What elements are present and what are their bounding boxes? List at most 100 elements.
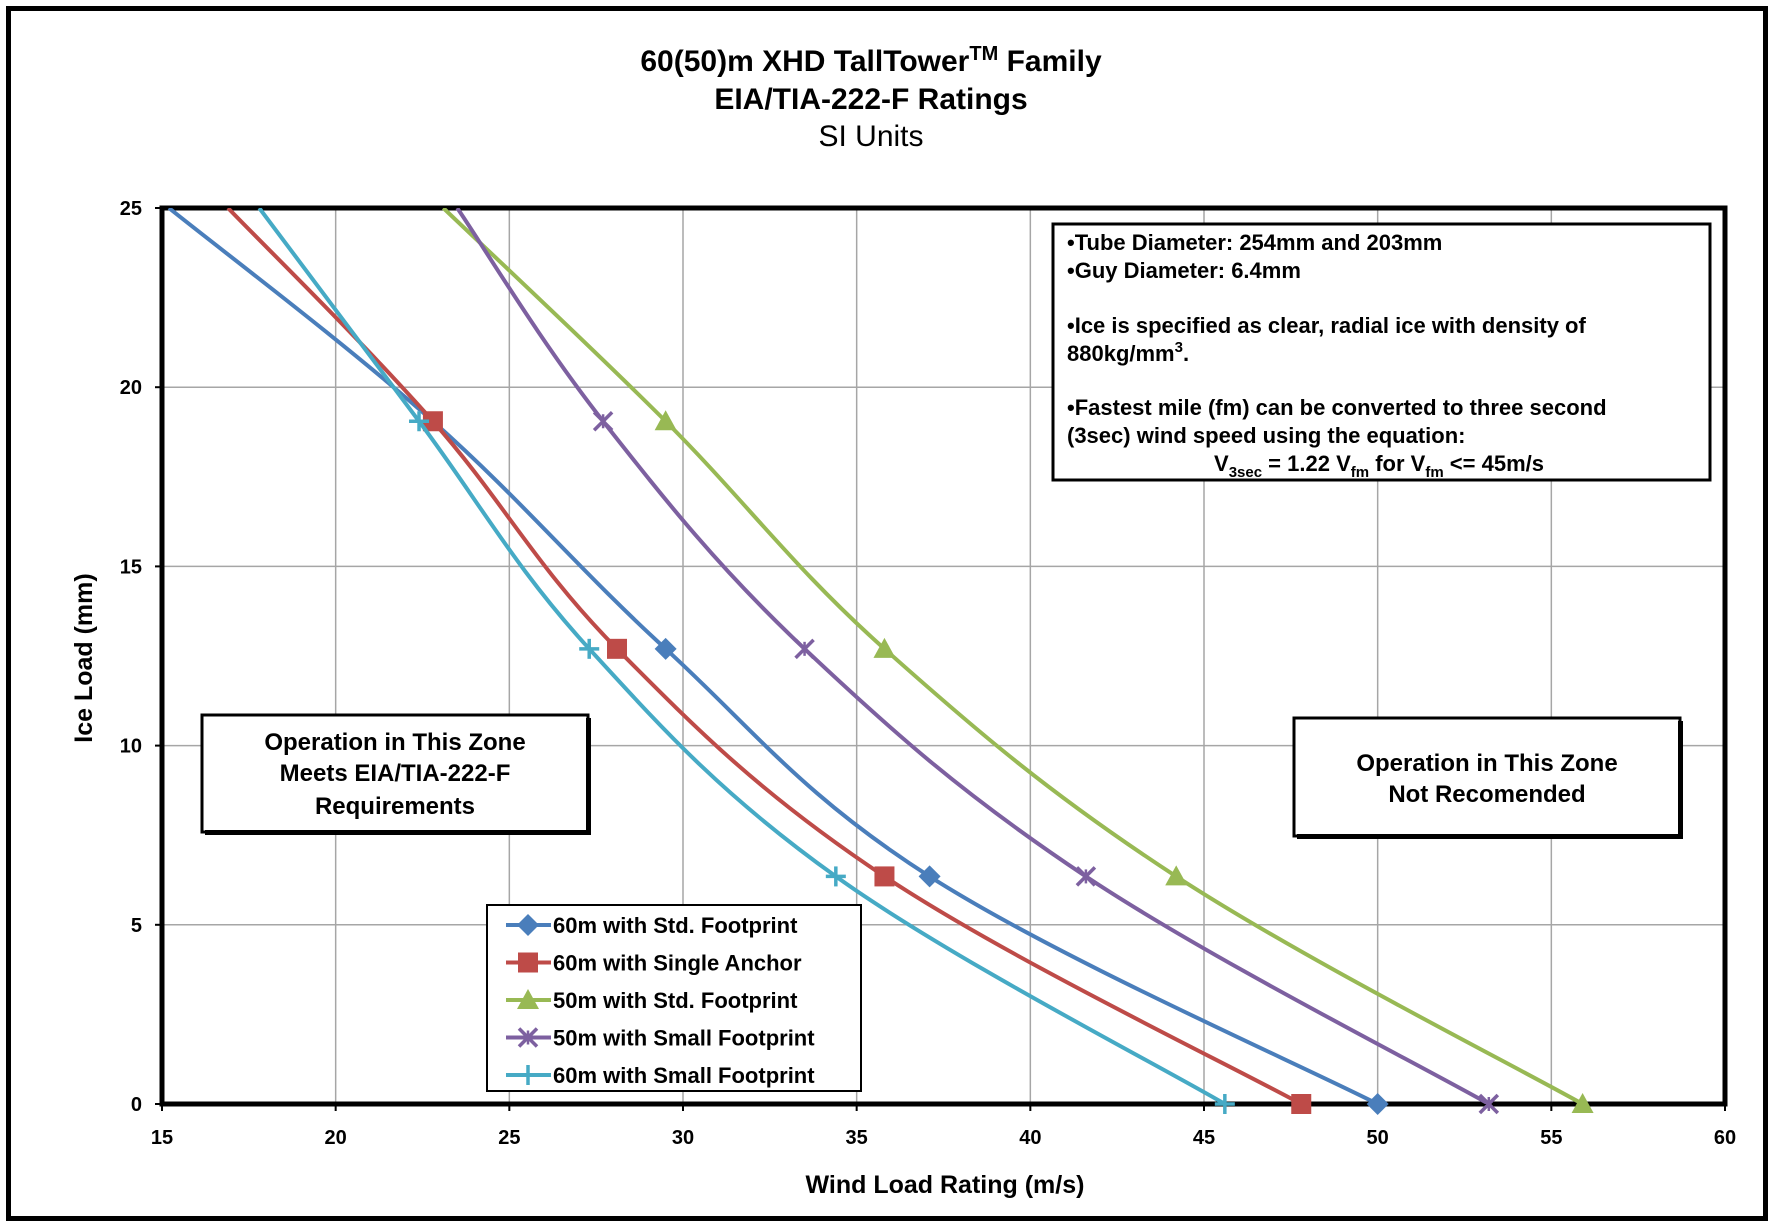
chart-title-main: 60(50)m XHD TallTower [640, 45, 969, 78]
series-line [167, 208, 1379, 1104]
legend-label: 60m with Single Anchor [553, 951, 802, 976]
x-tick-label: 40 [1019, 1127, 1041, 1149]
notes-box: •Tube Diameter: 254mm and 203mm •Guy Dia… [1051, 222, 1712, 482]
data-point [422, 411, 443, 432]
legend-item: 50m with Std. Footprint [506, 988, 798, 1013]
left-zone-line-2: Meets EIA/TIA-222-F [280, 760, 511, 787]
chart-title-line2: EIA/TIA-222-F Ratings [714, 83, 1027, 116]
data-point [1571, 1093, 1594, 1113]
x-tick-label: 20 [325, 1127, 347, 1149]
legend-swatch-marker [518, 952, 538, 973]
left-zone-border [200, 713, 590, 834]
chart-subtitle: SI Units [818, 120, 923, 153]
note-line-2: •Guy Diameter: 6.4mm [1067, 258, 1301, 283]
series-line [257, 208, 1226, 1104]
note-line-4-sup: 3 [1175, 339, 1183, 356]
legend-label: 50m with Small Footprint [553, 1026, 815, 1051]
note-line-4: 880kg/mm3. [1067, 339, 1189, 366]
x-tick-label: 25 [498, 1127, 520, 1149]
right-zone-shadow-side [1678, 721, 1683, 839]
legend-item: 60m with Single Anchor [506, 951, 802, 976]
y-tick-label: 10 [120, 736, 142, 758]
data-point [409, 411, 430, 432]
data-point [579, 638, 600, 659]
x-tick-label: 30 [672, 1127, 694, 1149]
legend: 60m with Std. Footprint 60m with Single A… [486, 904, 862, 1092]
left-zone-box: Operation in This Zone Meets EIA/TIA-222… [200, 713, 591, 835]
left-zone-shadow [205, 830, 591, 835]
x-tick-label: 50 [1367, 1127, 1389, 1149]
legend-item: 60m with Small Footprint [506, 1063, 815, 1088]
note-line-1: •Tube Diameter: 254mm and 203mm [1067, 230, 1442, 255]
x-tick-label: 15 [151, 1127, 173, 1149]
series-4 [455, 208, 1500, 1115]
note-line-4-main: 880kg/mm [1067, 341, 1175, 366]
legend-swatch-marker [518, 1065, 538, 1085]
x-axis-label: Wind Load Rating (m/s) [806, 1171, 1085, 1199]
data-point [1165, 865, 1188, 886]
series-5 [257, 208, 1235, 1114]
data-point [654, 410, 677, 431]
note-line-4-end: . [1183, 341, 1189, 366]
eq-sub-3: fm [1425, 464, 1443, 481]
eq-end: <= 45m/s [1444, 451, 1544, 476]
y-tick-label: 5 [131, 915, 142, 937]
legend-label: 60m with Small Footprint [553, 1063, 815, 1088]
data-point [1478, 1093, 1500, 1115]
note-line-3: •Ice is specified as clear, radial ice w… [1067, 313, 1586, 338]
data-point [1291, 1094, 1312, 1114]
y-tick-label: 0 [131, 1094, 142, 1116]
x-tick-label: 55 [1540, 1127, 1562, 1149]
data-point [873, 637, 896, 658]
x-tick-label: 60 [1714, 1127, 1736, 1149]
legend-swatch-marker [517, 914, 539, 936]
legend-swatch-marker [517, 1027, 539, 1048]
data-point [794, 638, 815, 660]
chart-title-tm: TM [969, 43, 998, 65]
series-line [455, 208, 1490, 1104]
left-zone-line-3: Requirements [315, 793, 475, 820]
y-tick-label: 15 [120, 556, 142, 578]
eq-sub-1: 3sec [1229, 464, 1262, 481]
eq-v: V [1214, 451, 1229, 476]
series-3 [441, 208, 1594, 1113]
right-zone-line-1: Operation in This Zone [1356, 750, 1617, 777]
left-zone-shadow-side [586, 718, 591, 835]
note-equation: V3sec = 1.22 Vfm for Vfm <= 45m/s [1214, 451, 1544, 481]
legend-label: 60m with Std. Footprint [553, 913, 798, 938]
chart-title: 60(50)m XHD TallTowerTM Family [640, 43, 1102, 78]
legend-swatch-marker [517, 989, 539, 1009]
eq-for: for V [1369, 451, 1426, 476]
series-line [441, 208, 1584, 1104]
x-tick-label: 35 [846, 1127, 868, 1149]
data-point [654, 637, 677, 660]
chart-title-suffix: Family [998, 45, 1102, 78]
series-group [167, 208, 1594, 1115]
data-point [874, 866, 895, 887]
tick-labels: 15 20 25 30 35 40 45 50 55 60 0 5 10 15 20 25 [120, 198, 1736, 1149]
data-point [1075, 866, 1097, 887]
data-point [607, 638, 628, 659]
data-point [918, 865, 941, 888]
series-1 [167, 208, 1389, 1115]
y-tick-label: 20 [120, 377, 142, 399]
data-point [592, 411, 614, 432]
eq-sub-2: fm [1351, 464, 1369, 481]
right-zone-line-2: Not Recomended [1388, 781, 1585, 808]
series-2 [226, 208, 1312, 1114]
right-zone-border [1292, 716, 1682, 838]
x-tick-label: 45 [1193, 1127, 1215, 1149]
left-zone-line-1: Operation in This Zone [264, 729, 525, 756]
series-line [226, 208, 1303, 1104]
note-line-5: •Fastest mile (fm) can be converted to t… [1067, 395, 1607, 420]
y-tick-label: 25 [120, 198, 142, 220]
y-axis-label: Ice Load (mm) [70, 573, 98, 742]
data-point [1214, 1094, 1235, 1114]
notes-box-border [1051, 222, 1712, 482]
data-point [825, 866, 846, 887]
eq-mid: = 1.22 V [1262, 451, 1351, 476]
data-point [1366, 1093, 1389, 1115]
plot-area-border [159, 205, 1728, 1107]
legend-item: 60m with Std. Footprint [506, 913, 798, 938]
right-zone-shadow [1297, 834, 1683, 839]
